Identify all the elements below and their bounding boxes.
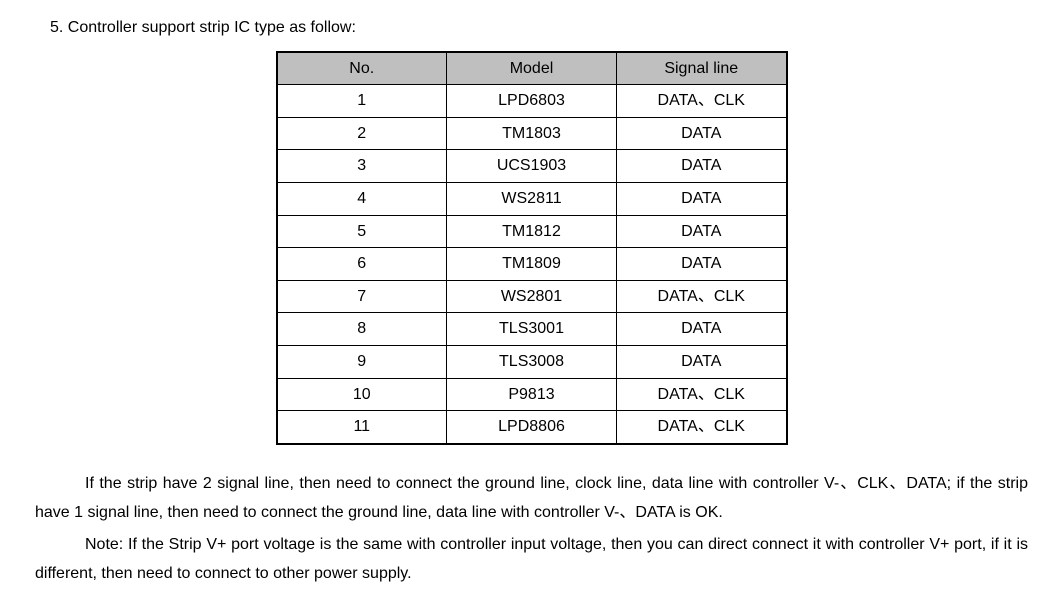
cell-signal: DATA、CLK (617, 85, 787, 118)
cell-no: 9 (277, 345, 447, 378)
cell-signal: DATA、CLK (617, 378, 787, 411)
table-row: 7 WS2801 DATA、CLK (277, 280, 787, 313)
ic-type-table: No. Model Signal line 1 LPD6803 DATA、CLK… (276, 51, 788, 445)
table-row: 4 WS2811 DATA (277, 182, 787, 215)
table-row: 8 TLS3001 DATA (277, 313, 787, 346)
header-signal: Signal line (617, 52, 787, 85)
cell-signal: DATA (617, 248, 787, 281)
cell-signal: DATA (617, 215, 787, 248)
cell-model: UCS1903 (447, 150, 617, 183)
cell-no: 10 (277, 378, 447, 411)
cell-no: 1 (277, 85, 447, 118)
cell-model: TM1803 (447, 117, 617, 150)
cell-model: LPD6803 (447, 85, 617, 118)
table-row: 5 TM1812 DATA (277, 215, 787, 248)
header-model: Model (447, 52, 617, 85)
cell-signal: DATA (617, 182, 787, 215)
cell-model: TM1812 (447, 215, 617, 248)
cell-no: 11 (277, 411, 447, 444)
cell-no: 2 (277, 117, 447, 150)
table-row: 6 TM1809 DATA (277, 248, 787, 281)
cell-no: 7 (277, 280, 447, 313)
cell-no: 5 (277, 215, 447, 248)
cell-signal: DATA (617, 313, 787, 346)
table-header-row: No. Model Signal line (277, 52, 787, 85)
cell-model: TLS3001 (447, 313, 617, 346)
cell-model: LPD8806 (447, 411, 617, 444)
cell-signal: DATA、CLK (617, 280, 787, 313)
paragraph-connection: If the strip have 2 signal line, then ne… (35, 470, 1028, 528)
paragraph-note: Note: If the Strip V+ port voltage is th… (35, 531, 1028, 589)
table-row: 2 TM1803 DATA (277, 117, 787, 150)
cell-model: TM1809 (447, 248, 617, 281)
table-row: 3 UCS1903 DATA (277, 150, 787, 183)
section-heading: 5. Controller support strip IC type as f… (35, 15, 1028, 41)
cell-no: 4 (277, 182, 447, 215)
cell-signal: DATA、CLK (617, 411, 787, 444)
cell-signal: DATA (617, 117, 787, 150)
cell-no: 8 (277, 313, 447, 346)
cell-model: WS2811 (447, 182, 617, 215)
header-no: No. (277, 52, 447, 85)
cell-no: 6 (277, 248, 447, 281)
table-container: No. Model Signal line 1 LPD6803 DATA、CLK… (35, 51, 1028, 445)
table-row: 10 P9813 DATA、CLK (277, 378, 787, 411)
table-row: 9 TLS3008 DATA (277, 345, 787, 378)
table-row: 11 LPD8806 DATA、CLK (277, 411, 787, 444)
table-row: 1 LPD6803 DATA、CLK (277, 85, 787, 118)
cell-model: P9813 (447, 378, 617, 411)
cell-signal: DATA (617, 345, 787, 378)
cell-signal: DATA (617, 150, 787, 183)
cell-model: WS2801 (447, 280, 617, 313)
cell-no: 3 (277, 150, 447, 183)
cell-model: TLS3008 (447, 345, 617, 378)
